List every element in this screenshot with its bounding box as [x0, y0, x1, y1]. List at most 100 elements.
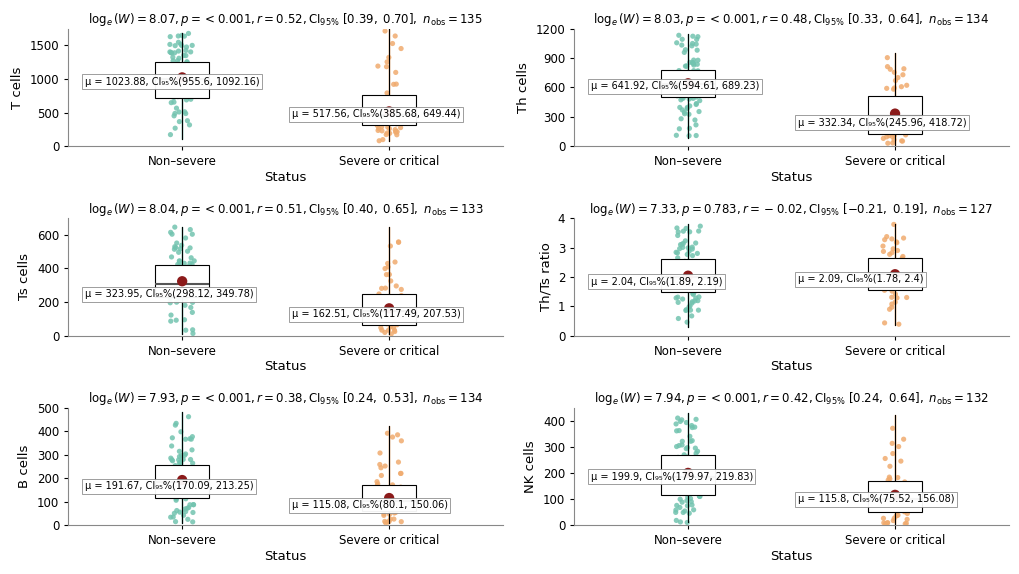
Point — [169, 281, 185, 290]
Point — [898, 81, 914, 90]
Point — [379, 57, 395, 67]
Point — [171, 459, 187, 468]
Point — [678, 305, 694, 315]
Point — [370, 495, 386, 504]
Point — [674, 498, 690, 507]
Point — [668, 413, 685, 422]
Point — [884, 244, 901, 253]
Point — [685, 60, 701, 69]
Point — [170, 38, 186, 47]
Point — [167, 421, 183, 430]
Point — [677, 284, 693, 293]
Point — [666, 508, 683, 517]
Point — [172, 279, 189, 288]
X-axis label: Status: Status — [769, 171, 812, 184]
Point — [876, 454, 893, 463]
Text: μ = 199.9, CI₉₅%(179.97, 219.83): μ = 199.9, CI₉₅%(179.97, 219.83) — [590, 472, 752, 482]
Point — [877, 270, 894, 280]
Point — [167, 41, 183, 51]
Point — [179, 276, 196, 285]
Point — [174, 487, 191, 497]
Point — [174, 270, 191, 279]
Point — [183, 445, 200, 455]
Point — [179, 247, 196, 256]
Point — [678, 476, 694, 485]
Point — [890, 442, 906, 451]
Point — [181, 258, 198, 267]
Point — [684, 58, 700, 67]
Point — [688, 100, 704, 109]
Point — [169, 260, 185, 269]
Bar — [362, 485, 416, 511]
Point — [180, 270, 197, 280]
Point — [165, 84, 181, 94]
Point — [387, 68, 404, 77]
Point — [893, 82, 909, 91]
Point — [671, 244, 687, 253]
Point — [669, 293, 686, 302]
Point — [183, 60, 200, 69]
Point — [379, 259, 395, 268]
Point — [167, 517, 183, 526]
Point — [182, 95, 199, 104]
Point — [390, 237, 407, 246]
Point — [388, 130, 405, 139]
Text: μ = 1023.88, CI₉₅%(955.6, 1092.16): μ = 1023.88, CI₉₅%(955.6, 1092.16) — [85, 76, 259, 87]
Point — [882, 248, 899, 257]
Point — [173, 241, 190, 250]
Point — [683, 421, 699, 430]
Point — [671, 77, 687, 86]
Bar — [362, 95, 416, 125]
Point — [166, 267, 182, 277]
Point — [180, 281, 197, 290]
Point — [681, 131, 697, 141]
Point — [391, 114, 408, 123]
Point — [184, 479, 201, 488]
Point — [671, 83, 687, 92]
Point — [674, 34, 690, 44]
Point — [687, 293, 703, 302]
Point — [372, 448, 388, 457]
Point — [669, 453, 686, 462]
Point — [176, 505, 193, 514]
Point — [176, 259, 193, 268]
Point — [180, 503, 197, 512]
Point — [170, 293, 186, 302]
Point — [177, 60, 194, 69]
Point — [886, 68, 902, 77]
Point — [686, 479, 702, 488]
Point — [679, 452, 695, 461]
Point — [387, 127, 404, 136]
Point — [876, 275, 893, 284]
Point — [177, 294, 194, 304]
Point — [684, 39, 700, 48]
Point — [381, 107, 397, 116]
Point — [375, 509, 391, 518]
Point — [369, 479, 385, 488]
Point — [182, 90, 199, 99]
Point — [678, 61, 694, 71]
Point — [674, 264, 690, 273]
Point — [896, 478, 912, 487]
Point — [678, 61, 694, 71]
Point — [171, 281, 187, 290]
Point — [679, 257, 695, 266]
Point — [676, 450, 692, 459]
Point — [162, 294, 178, 303]
Point — [179, 85, 196, 94]
Text: μ = 323.95, CI₉₅%(298.12, 349.78): μ = 323.95, CI₉₅%(298.12, 349.78) — [85, 289, 254, 300]
Point — [668, 223, 685, 232]
Point — [181, 500, 198, 509]
Point — [392, 302, 409, 311]
Point — [879, 475, 896, 484]
Point — [689, 249, 705, 258]
Point — [886, 131, 902, 140]
Point — [684, 283, 700, 292]
Point — [888, 237, 904, 246]
Point — [173, 451, 190, 460]
Point — [888, 273, 904, 282]
Point — [676, 107, 692, 117]
Point — [381, 304, 397, 313]
Point — [181, 121, 198, 130]
Point — [683, 298, 699, 308]
